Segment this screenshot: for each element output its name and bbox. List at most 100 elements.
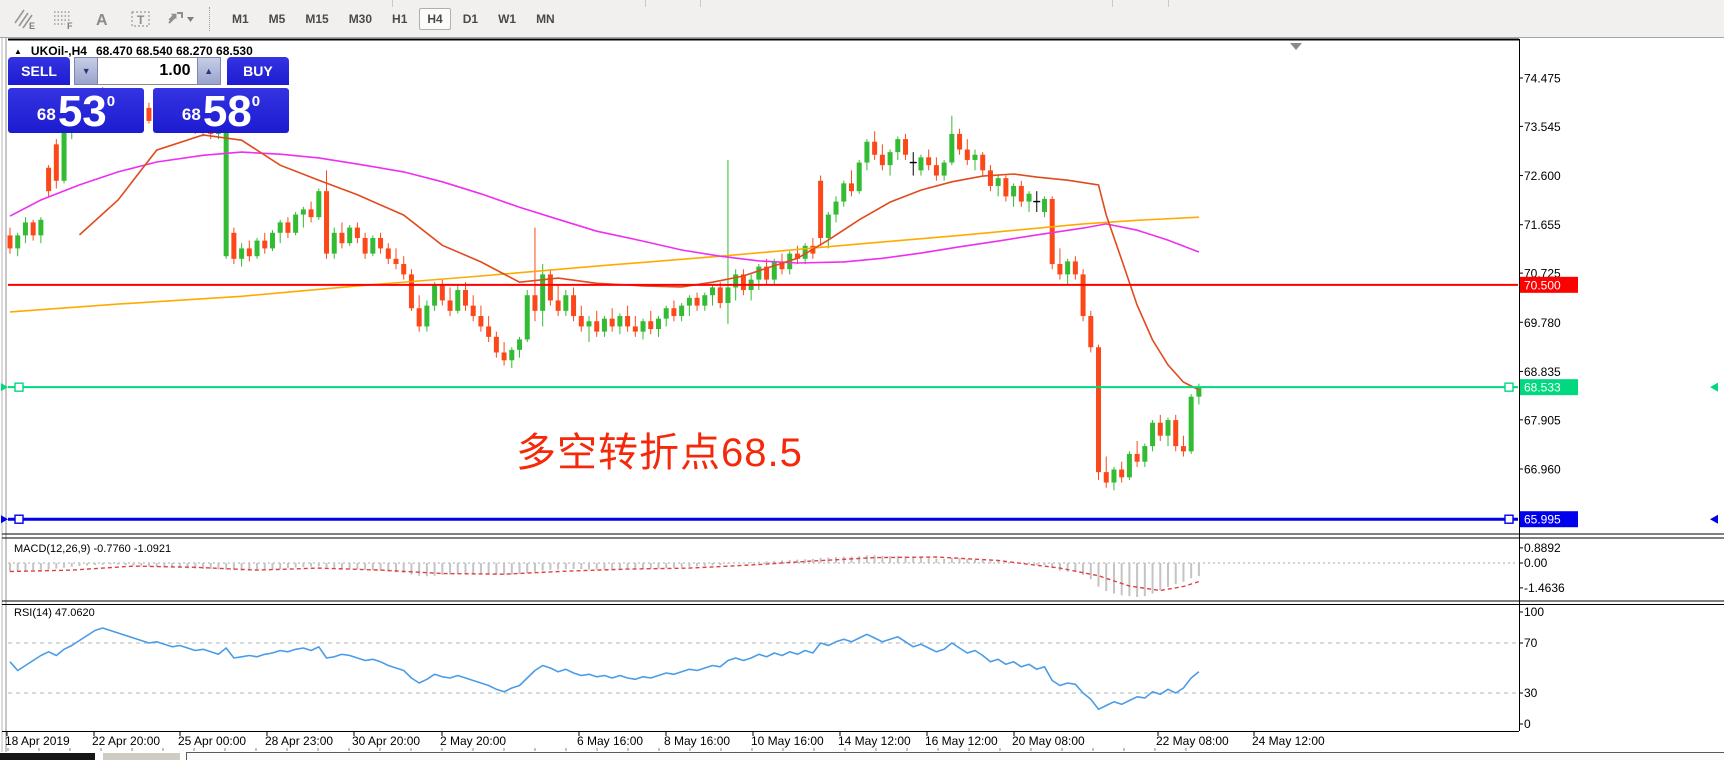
timeframe-m15-button[interactable]: M15	[305, 11, 329, 26]
candle-body	[1049, 198, 1055, 265]
line-left-arrow-icon	[1, 383, 8, 392]
volume-increase-button[interactable]: ▲	[196, 57, 221, 85]
candle-body	[432, 284, 438, 306]
text-box-icon[interactable]: T	[126, 5, 156, 33]
bottom-tab-dark[interactable]	[0, 753, 95, 760]
candle-body	[818, 180, 824, 238]
candle-body	[903, 139, 909, 155]
candle-body	[648, 321, 654, 330]
svg-text:A: A	[96, 12, 108, 29]
horizontal-scrollbar[interactable]	[186, 752, 1724, 760]
timeframe-m5-button[interactable]: M5	[268, 11, 286, 26]
candle-body	[547, 274, 553, 301]
date-axis-label: 22 May 08:00	[1156, 734, 1229, 748]
candle-body	[285, 222, 291, 233]
price-badge	[1520, 379, 1578, 396]
ma-slow-orange-line	[9, 216, 1199, 313]
candle-body	[655, 318, 661, 330]
candle-body	[231, 232, 237, 259]
buy-price-box[interactable]: 68 58 0	[153, 88, 289, 133]
candle-body	[764, 266, 770, 280]
candle-body	[694, 297, 700, 306]
sell-button[interactable]: SELL	[8, 57, 71, 85]
candle-body	[1157, 422, 1163, 436]
candle-body	[1103, 472, 1109, 483]
rsi-axis-label: 100	[1524, 605, 1544, 619]
chart-title-row: ▲ UKOil-,H4 68.470 68.540 68.270 68.530	[14, 44, 253, 58]
candle-body	[632, 326, 638, 332]
chrome-mark	[700, 0, 701, 7]
sell-price-box[interactable]: 68 53 0	[8, 88, 144, 133]
timeframe-h1-button[interactable]: H1	[392, 11, 408, 26]
timeframe-d1-button[interactable]: D1	[462, 11, 479, 26]
candle-body	[1072, 261, 1078, 275]
candle-body	[15, 235, 21, 249]
chart-hatch-e-icon[interactable]: E	[9, 5, 39, 33]
candle-body	[324, 191, 330, 254]
timeframe-h4-button[interactable]: H4	[419, 7, 451, 30]
macd-axis-label: 0.8892	[1524, 541, 1561, 555]
candle-body	[493, 336, 499, 353]
line-right-arrow-icon	[1710, 514, 1718, 524]
candle-body	[439, 284, 445, 301]
buy-price-sup: 0	[251, 93, 261, 110]
candle-body	[532, 295, 538, 311]
candle-body	[980, 154, 986, 171]
arrow-styles-icon[interactable]	[165, 5, 195, 33]
timeframe-mn-button[interactable]: MN	[536, 11, 555, 26]
date-axis-label: 8 May 16:00	[664, 734, 730, 748]
candle-body	[972, 154, 978, 160]
scroll-marker-icon[interactable]	[1290, 43, 1302, 50]
timeframe-m30-button[interactable]: M30	[348, 11, 373, 26]
volume-decrease-button[interactable]: ▼	[74, 57, 99, 85]
rsi-line	[9, 627, 1200, 711]
macd-label: MACD(12,26,9)	[14, 543, 91, 555]
line-handle[interactable]	[1504, 382, 1514, 392]
date-axis-label: 6 May 16:00	[577, 734, 643, 748]
bottom-tab-gray[interactable]	[103, 753, 180, 760]
chrome-mark	[1112, 0, 1113, 7]
candle-body	[933, 165, 939, 176]
volume-input[interactable]: 1.00	[98, 57, 197, 85]
candle-body	[825, 214, 831, 238]
candle-body	[30, 222, 36, 236]
macd-values: -0.7760 -1.0921	[93, 543, 172, 555]
quote-ohlc-label: 68.470 68.540 68.270 68.530	[95, 44, 253, 58]
line-handle[interactable]	[14, 382, 24, 392]
candle-body	[1096, 347, 1102, 473]
chrome-mark	[645, 0, 646, 7]
sell-price-sup: 0	[106, 93, 116, 110]
timeframe-m1-button[interactable]: M1	[232, 11, 249, 26]
candle-body	[710, 287, 716, 296]
candle-body	[586, 321, 592, 327]
candle-body	[756, 266, 762, 280]
candle-body	[887, 152, 893, 166]
candle-body	[277, 222, 283, 233]
collapse-triangle-icon[interactable]: ▲	[14, 46, 22, 56]
candle-body	[601, 318, 607, 332]
price-axis-label: 69.780	[1524, 316, 1561, 330]
grid-f-icon[interactable]: F	[48, 5, 78, 33]
candle-body	[300, 209, 306, 215]
price-axis-label: 73.545	[1524, 120, 1561, 134]
buy-button[interactable]: BUY	[226, 57, 289, 85]
chrome-mark	[392, 0, 393, 7]
candle-body	[872, 141, 878, 155]
symbol-label: UKOil-,H4	[30, 44, 87, 58]
candle-body	[239, 248, 245, 259]
line-handle[interactable]	[14, 514, 24, 524]
line-handle[interactable]	[1504, 514, 1514, 524]
font-a-icon[interactable]: A	[87, 5, 117, 33]
date-axis-label: 10 May 16:00	[751, 734, 824, 748]
timeframe-w1-button[interactable]: W1	[498, 11, 517, 26]
date-axis-label: 22 Apr 20:00	[92, 734, 160, 748]
candle-body	[246, 248, 252, 257]
rsi-axis-label: 30	[1524, 686, 1538, 700]
price-axis-label: 71.655	[1524, 218, 1561, 232]
candle-body	[7, 235, 13, 249]
candle-body	[856, 162, 862, 192]
candle-body	[424, 305, 430, 327]
candle-body	[1119, 469, 1125, 478]
ma-fast-red-line	[78, 134, 1200, 391]
